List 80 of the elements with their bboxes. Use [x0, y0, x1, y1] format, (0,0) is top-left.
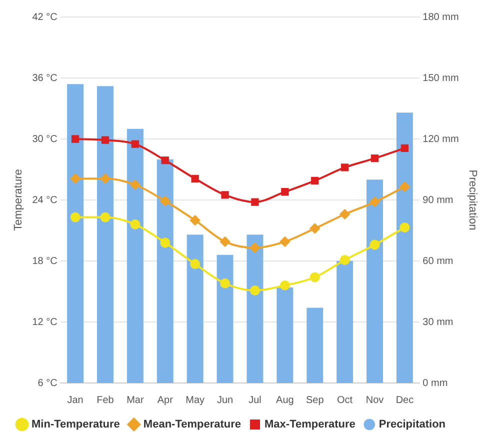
- point: [161, 156, 169, 164]
- point: [130, 180, 140, 190]
- y2-tick-label: 60 mm: [422, 256, 454, 267]
- legend-label: Max-Temperature: [264, 418, 356, 431]
- bar: [276, 287, 294, 383]
- point: [400, 182, 410, 192]
- point: [370, 154, 379, 162]
- y-tick-label: 18 °C: [32, 256, 58, 267]
- point: [160, 238, 170, 248]
- point: [310, 272, 320, 282]
- point: [340, 254, 350, 265]
- y-tick-label: 24 °C: [32, 194, 58, 206]
- y2-tick-label: 150 mm: [422, 72, 459, 84]
- point: [280, 236, 290, 247]
- x-tick-label: Mar: [126, 394, 144, 406]
- bar: [216, 254, 234, 383]
- point: [370, 197, 380, 208]
- y-tick-label: 36 °C: [32, 72, 58, 84]
- y2-axis-title: Precipitation: [466, 170, 478, 230]
- point: [100, 212, 110, 222]
- x-tick-label: Dec: [396, 394, 414, 406]
- x-tick-label: Oct: [337, 394, 353, 406]
- x-tick-label: Jul: [248, 394, 262, 406]
- point: [100, 174, 110, 184]
- y2-tick-label: 120 mm: [422, 134, 459, 145]
- legend-label: Min-Temperature: [32, 418, 120, 431]
- y-tick-label: 42 °C: [32, 12, 58, 23]
- point: [281, 188, 289, 196]
- point: [340, 209, 350, 220]
- point: [251, 198, 259, 206]
- bar: [126, 128, 144, 383]
- y-axis-title: Temperature: [12, 169, 25, 231]
- point: [190, 259, 200, 270]
- bar: [246, 234, 264, 383]
- bar: [67, 84, 84, 383]
- bar: [396, 112, 413, 383]
- point: [70, 212, 80, 222]
- point: [191, 174, 199, 182]
- bar: [186, 234, 204, 383]
- y2-tick-label: 180 mm: [422, 12, 459, 23]
- point: [280, 280, 290, 290]
- x-tick-label: Aug: [276, 394, 294, 406]
- point: [190, 215, 200, 226]
- point: [400, 144, 409, 152]
- y-tick-label: 30 °C: [32, 134, 58, 145]
- x-tick-label: Apr: [157, 394, 174, 406]
- point: [131, 140, 140, 148]
- bar: [306, 308, 324, 383]
- x-tick-label: Sep: [306, 394, 324, 406]
- point: [160, 196, 170, 206]
- bar: [156, 159, 174, 383]
- bar: [97, 86, 114, 383]
- bar: [366, 180, 383, 383]
- point: [130, 219, 140, 230]
- y-tick-label: 12 °C: [32, 316, 58, 328]
- point: [311, 176, 319, 185]
- x-tick-label: May: [186, 394, 205, 406]
- point: [250, 285, 260, 296]
- y-tick-label: 6 °C: [38, 378, 58, 389]
- point: [400, 222, 410, 232]
- point: [370, 240, 380, 250]
- point: [101, 136, 110, 144]
- point: [70, 174, 80, 184]
- x-tick-label: Jun: [216, 394, 234, 406]
- point: [71, 135, 80, 143]
- bar: [336, 261, 354, 383]
- x-tick-label: Feb: [96, 394, 114, 406]
- legend-label: Mean-Temperature: [143, 418, 242, 431]
- y2-tick-label: 0 mm: [422, 378, 448, 389]
- x-tick-label: Nov: [366, 394, 384, 406]
- y2-tick-label: 90 mm: [422, 194, 454, 206]
- point: [340, 164, 349, 172]
- point: [220, 236, 230, 247]
- point: [221, 191, 229, 199]
- y2-tick-label: 30 mm: [422, 316, 454, 328]
- point: [250, 242, 260, 253]
- point: [220, 278, 230, 288]
- legend-label: Precipitation: [378, 418, 446, 431]
- point: [310, 223, 320, 234]
- x-tick-label: Jan: [67, 394, 84, 406]
